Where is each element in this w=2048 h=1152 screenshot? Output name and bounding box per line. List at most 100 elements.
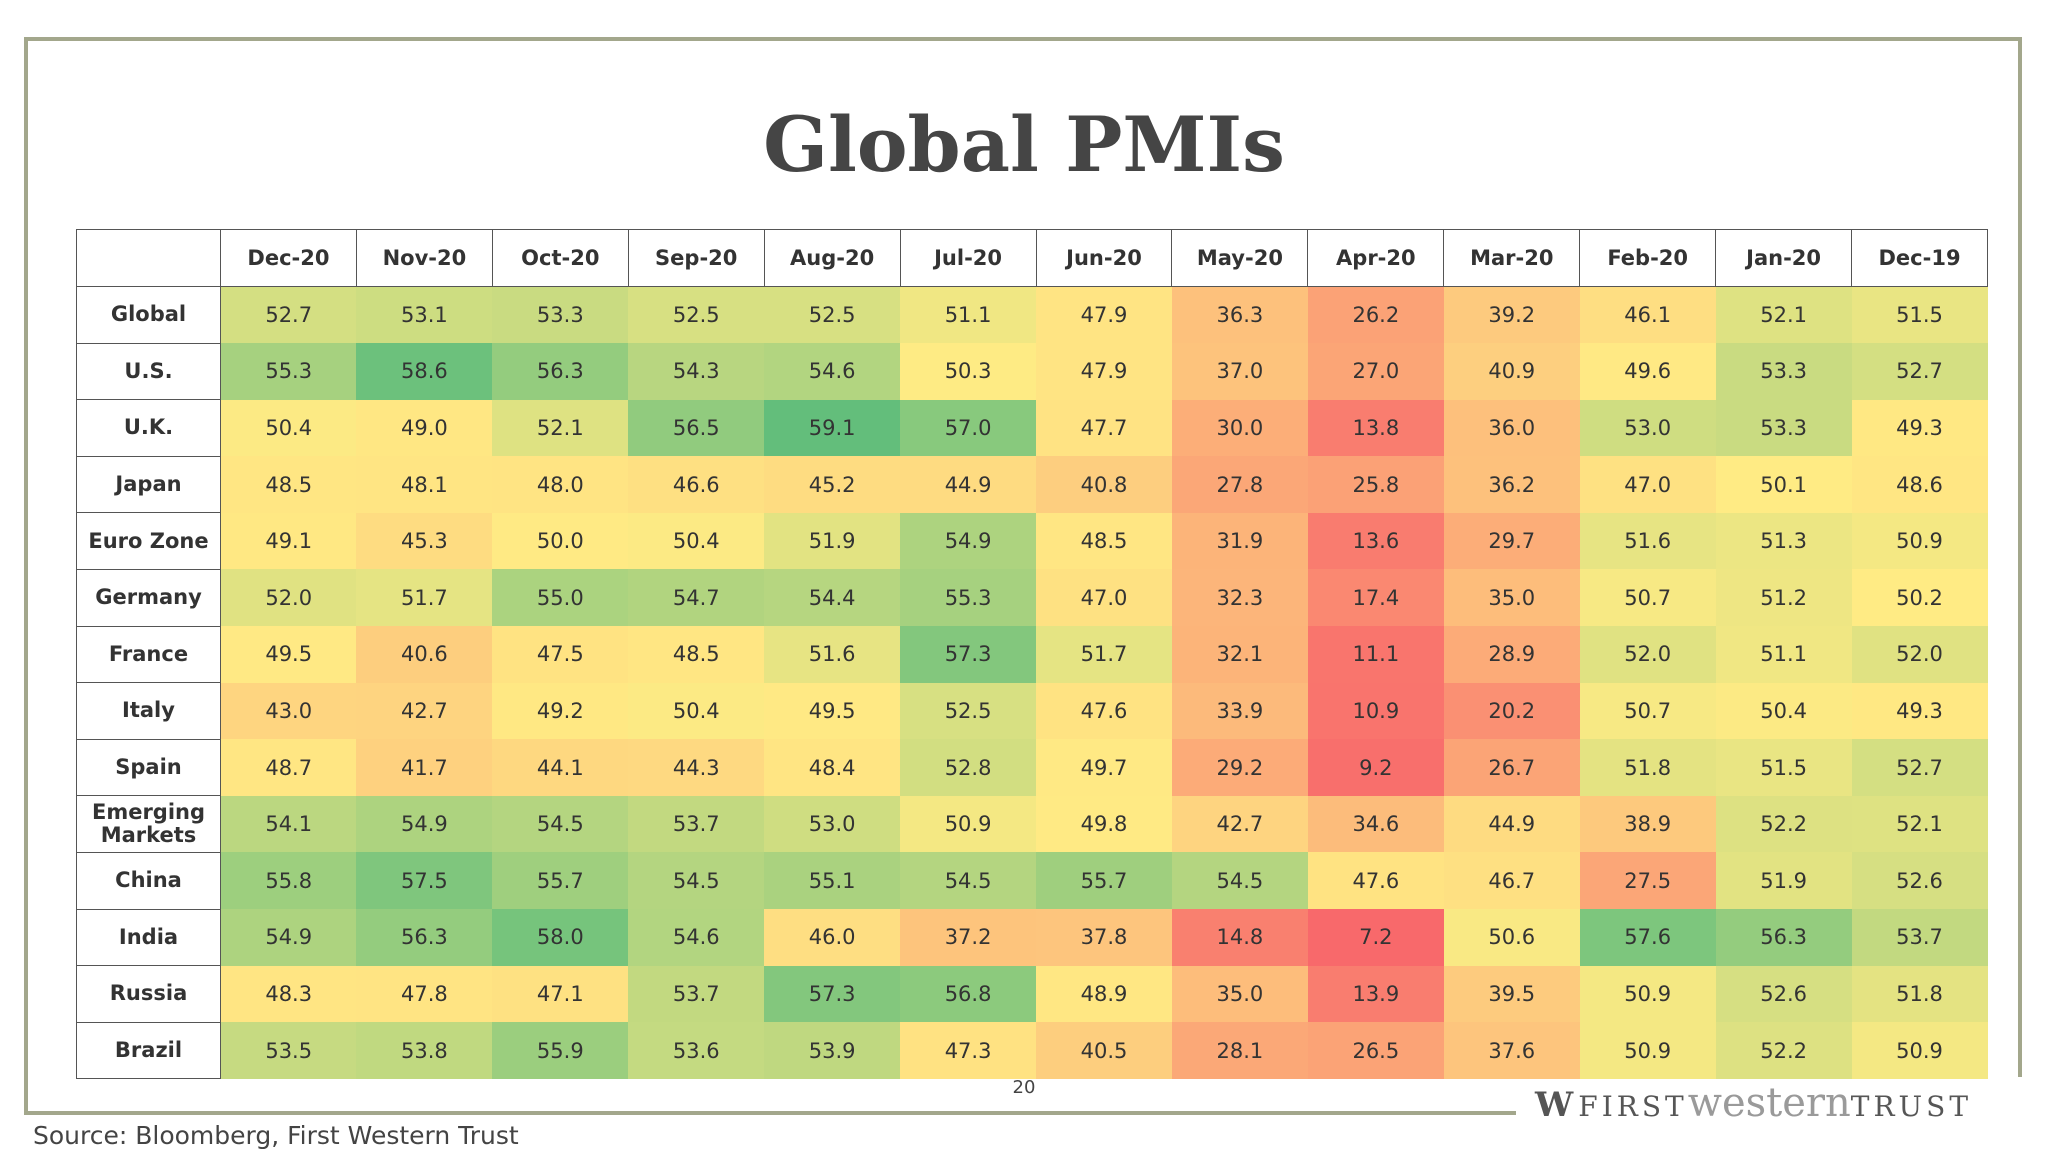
pmi-cell: 53.9 xyxy=(764,1022,901,1079)
pmi-cell: 51.2 xyxy=(1715,569,1852,627)
pmi-cell: 51.8 xyxy=(1851,965,1988,1023)
logo-text: TRUST xyxy=(1850,1090,1973,1123)
pmi-cell: 54.4 xyxy=(764,569,901,627)
pmi-cell: 48.0 xyxy=(492,456,629,513)
table-row: Italy 43.0 42.7 49.2 50.4 49.5 52.5 47.6 33.9 10.… xyxy=(76,682,1988,740)
row-label: Emerging Markets xyxy=(76,795,221,853)
pmi-cell: 53.7 xyxy=(628,795,765,853)
page-number: 20 xyxy=(1012,1077,1036,1098)
pmi-cell: 47.7 xyxy=(1036,399,1172,457)
pmi-cell: 55.7 xyxy=(492,852,629,910)
pmi-cell: 52.5 xyxy=(764,286,901,344)
pmi-cell: 56.3 xyxy=(356,909,493,966)
pmi-cell: 51.9 xyxy=(764,512,901,570)
row-label: Global xyxy=(76,286,221,344)
pmi-cell: 40.9 xyxy=(1443,343,1580,400)
pmi-cell: 57.5 xyxy=(356,852,493,910)
pmi-cell: 48.1 xyxy=(356,456,493,513)
pmi-cell: 53.7 xyxy=(628,965,765,1023)
pmi-cell: 53.6 xyxy=(628,1022,765,1079)
table-row: Japan 48.5 48.1 48.0 46.6 45.2 44.9 40.8 27.8 25.… xyxy=(76,455,1988,514)
pmi-cell: 30.0 xyxy=(1171,399,1308,457)
pmi-cell: 54.3 xyxy=(628,343,765,400)
pmi-cell: 49.5 xyxy=(220,626,357,683)
pmi-cell: 53.3 xyxy=(1715,399,1852,457)
pmi-cell: 42.7 xyxy=(1171,795,1308,853)
frame xyxy=(24,37,28,1115)
frame xyxy=(2018,37,2022,1077)
pmi-cell: 49.1 xyxy=(220,512,357,570)
pmi-cell: 26.2 xyxy=(1307,286,1444,344)
pmi-cell: 51.7 xyxy=(1036,626,1172,683)
table-row: Euro Zone 49.1 45.3 50.0 50.4 51.9 54.9 48.5 31.… xyxy=(76,512,1988,570)
pmi-cell: 52.2 xyxy=(1715,795,1852,853)
pmi-cell: 54.5 xyxy=(1171,852,1308,910)
pmi-cell: 58.6 xyxy=(356,343,493,400)
pmi-cell: 45.3 xyxy=(356,512,493,570)
pmi-cell: 56.5 xyxy=(628,399,765,457)
row-label: France xyxy=(76,625,221,684)
pmi-cell: 36.2 xyxy=(1443,456,1580,513)
header-row: Dec-20 Nov-20 Oct-20 Sep-20 Aug-20 Jul-20 Jun-… xyxy=(76,229,1988,287)
pmi-cell: 54.6 xyxy=(628,909,765,966)
column-header: Mar-20 xyxy=(1443,229,1581,287)
table-row: France 49.5 40.6 47.5 48.5 51.6 57.3 51.7 32.1 11… xyxy=(76,625,1988,684)
pmi-cell: 54.5 xyxy=(628,852,765,910)
pmi-cell: 37.0 xyxy=(1171,343,1308,400)
pmi-cell: 56.8 xyxy=(900,965,1037,1023)
pmi-cell: 53.1 xyxy=(356,286,493,344)
pmi-cell: 52.2 xyxy=(1715,1022,1852,1079)
pmi-cell: 50.7 xyxy=(1579,682,1716,740)
pmi-cell: 44.9 xyxy=(900,456,1037,513)
table-row: Emerging Markets 54.1 54.9 54.5 53.7 53.0 50.9… xyxy=(76,795,1988,853)
pmi-cell: 10.9 xyxy=(1307,682,1444,740)
pmi-cell: 51.7 xyxy=(356,569,493,627)
column-header: Jun-20 xyxy=(1035,229,1173,287)
source: Source: Bloomberg, First Western Trust xyxy=(33,1121,519,1150)
pmi-cell: 52.7 xyxy=(1851,343,1988,400)
pmi-cell: 29.7 xyxy=(1443,512,1580,570)
pmi-cell: 54.7 xyxy=(628,569,765,627)
pmi-cell: 53.8 xyxy=(356,1022,493,1079)
pmi-cell: 55.1 xyxy=(764,852,901,910)
pmi-cell: 26.7 xyxy=(1443,739,1580,796)
pmi-cell: 52.0 xyxy=(220,569,357,627)
pmi-cell: 55.8 xyxy=(220,852,357,910)
pmi-cell: 50.9 xyxy=(900,795,1037,853)
pmi-cell: 7.2 xyxy=(1307,909,1444,966)
pmi-cell: 45.2 xyxy=(764,456,901,513)
pmi-cell: 53.3 xyxy=(492,286,629,344)
pmi-cell: 54.6 xyxy=(764,343,901,400)
pmi-cell: 40.6 xyxy=(356,626,493,683)
pmi-cell: 48.7 xyxy=(220,739,357,796)
pmi-cell: 27.8 xyxy=(1171,456,1308,513)
pmi-cell: 52.1 xyxy=(1851,795,1988,853)
pmi-cell: 49.5 xyxy=(764,682,901,740)
pmi-cell: 52.1 xyxy=(1715,286,1852,344)
pmi-cell: 52.1 xyxy=(492,399,629,457)
pmi-cell: 13.8 xyxy=(1307,399,1444,457)
logo-text: FIRST xyxy=(1578,1090,1688,1123)
pmi-cell: 51.8 xyxy=(1579,739,1716,796)
row-label: U.K. xyxy=(76,399,221,457)
row-label: Russia xyxy=(76,965,221,1023)
pmi-cell: 51.3 xyxy=(1715,512,1852,570)
pmi-cell: 51.6 xyxy=(1579,512,1716,570)
table-row: U.K. 50.4 49.0 52.1 56.5 59.1 57.0 47.7 30.0 13.8… xyxy=(76,399,1988,457)
pmi-cell: 11.1 xyxy=(1307,626,1444,683)
pmi-cell: 17.4 xyxy=(1307,569,1444,627)
pmi-cell: 50.6 xyxy=(1443,909,1580,966)
pmi-cell: 37.2 xyxy=(900,909,1037,966)
pmi-cell: 49.2 xyxy=(492,682,629,740)
table-row: U.S. 55.3 58.6 56.3 54.3 54.6 50.3 47.9 37.0 27.0… xyxy=(76,342,1988,401)
pmi-cell: 52.0 xyxy=(1851,626,1988,683)
pmi-cell: 50.2 xyxy=(1851,569,1988,627)
pmi-cell: 34.6 xyxy=(1307,795,1444,853)
pmi-cell: 47.0 xyxy=(1036,569,1172,627)
pmi-cell: 54.5 xyxy=(900,852,1037,910)
pmi-cell: 32.3 xyxy=(1171,569,1308,627)
pmi-cell: 53.3 xyxy=(1715,343,1852,400)
row-label: Italy xyxy=(76,682,221,740)
pmi-cell: 29.2 xyxy=(1171,739,1308,796)
